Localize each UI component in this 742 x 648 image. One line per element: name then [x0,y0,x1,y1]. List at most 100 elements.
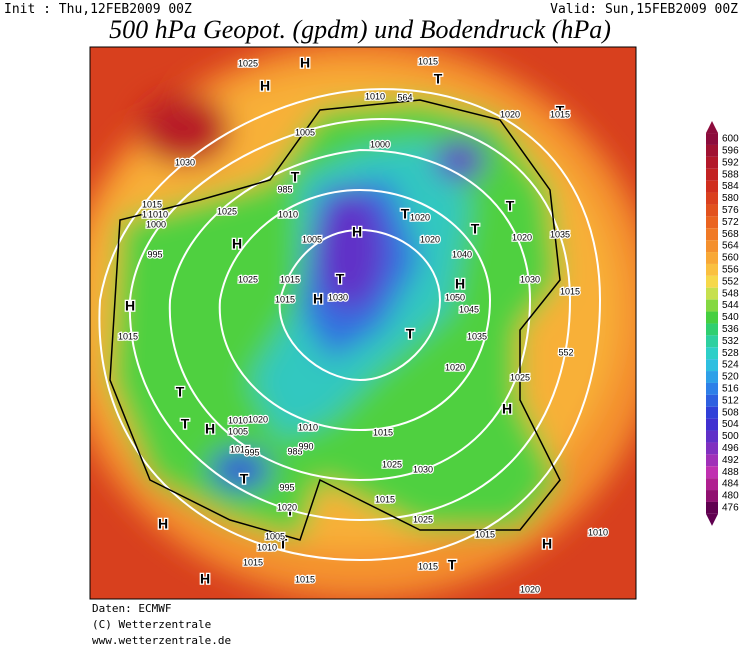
colorbar-label: 548 [722,288,739,299]
map-label: 1010 [228,415,248,425]
colorbar-swatch [706,490,718,502]
colorbar-label: 580 [722,193,739,204]
map-label: 1045 [459,304,479,314]
map-label: 1015 [375,494,395,504]
map-label: 1010 [278,209,298,219]
map-label: 1015 [243,557,263,567]
map-label: 1050 [445,292,465,302]
colorbar-swatch [706,287,718,300]
colorbar-swatch [706,371,718,383]
map-label: T [286,503,295,519]
map-label: 1010 [148,209,168,219]
colorbar-label: 596 [722,146,739,157]
colorbar-label: 520 [722,372,739,383]
colorbar-swatch [706,394,718,407]
map-label: 995 [244,447,259,457]
map-label: 1015 [418,56,438,66]
map-label: T [556,103,565,119]
colorbar-swatch [706,228,718,241]
map-label: H [200,571,210,587]
url: www.wetterzentrale.de [92,634,231,647]
map-label: 1020 [248,414,268,424]
colorbar-swatch [706,501,718,514]
map-label: T [434,71,443,87]
colorbar-label: 588 [722,169,739,180]
colorbar-swatch [706,192,718,205]
map-label: 1030 [175,157,195,167]
colorbar-swatch [706,359,718,372]
map-label: T [336,271,345,287]
map-label: 990 [298,441,313,451]
map-label: 1010 [588,527,608,537]
colorbar-swatch [706,430,718,443]
map-label: 1010 [257,542,277,552]
colorbar-label: 560 [722,253,739,264]
map-label: H [205,421,215,437]
colorbar-swatch [706,144,718,157]
colorbar-top-arrow [706,121,718,134]
colorbar-swatch [706,418,718,431]
map-label: 1025 [382,459,402,469]
map-label: 1005 [295,127,315,137]
map-label: 995 [279,482,294,492]
colorbar-label: 544 [722,300,739,311]
colorbar: 6005965925885845805765725685645605565525… [706,121,739,526]
colorbar-label: 568 [722,229,739,240]
map-label: 1020 [410,212,430,222]
map-label: T [471,221,480,237]
map-label: 1025 [510,372,530,382]
map-field [90,47,636,599]
colorbar-swatch [706,406,718,419]
colorbar-swatch [706,133,718,145]
map-label: H [125,298,135,314]
map-label: T [240,471,249,487]
map-label: 1035 [550,229,570,239]
map-label: 1015 [475,529,495,539]
colorbar-swatch [706,454,718,467]
colorbar-swatch [706,382,718,395]
colorbar-label: 476 [722,503,739,514]
colorbar-label: 488 [722,467,739,478]
map-label: H [502,401,512,417]
map-label: 1015 [142,209,162,219]
colorbar-swatch [706,478,718,491]
map-label: H [232,236,242,252]
map-label: 1015 [373,427,393,437]
map-label: 1010 [365,91,385,101]
copyright: (C) Wetterzentrale [92,618,211,631]
map-label: 1025 [238,274,258,284]
source: Daten: ECMWF [92,602,171,615]
colorbar-label: 556 [722,265,739,276]
map-label: 1015 [230,444,250,454]
colorbar-swatch [706,335,718,348]
colorbar-label: 480 [722,491,739,502]
map-label: 1030 [328,292,348,302]
colorbar-swatch [706,252,718,264]
map-label: H [313,291,323,307]
contours [98,88,602,562]
map-label: 1010 [298,422,318,432]
map-label: H [455,276,465,292]
colorbar-swatch [706,347,718,360]
map-label: T [181,416,190,432]
colorbar-label: 524 [722,360,739,371]
map-label: 1005 [302,234,322,244]
map-label: 1030 [413,464,433,474]
colorbar-swatch [706,299,718,312]
map-label: 1015 [418,561,438,571]
colorbar-label: 532 [722,336,739,347]
colorbar-swatch [706,204,718,217]
map-label: 1020 [520,584,540,594]
map-label: 1015 [550,109,570,119]
map-label: 985 [277,184,292,194]
map-label: 1025 [217,206,237,216]
colorbar-label: 576 [722,205,739,216]
map-label: 1015 [295,574,315,584]
map-label: 1015 [118,331,138,341]
map-label: 1020 [512,232,532,242]
colorbar-label: 500 [722,431,739,442]
colorbar-label: 600 [722,134,739,145]
colorbar-label: 496 [722,443,739,454]
